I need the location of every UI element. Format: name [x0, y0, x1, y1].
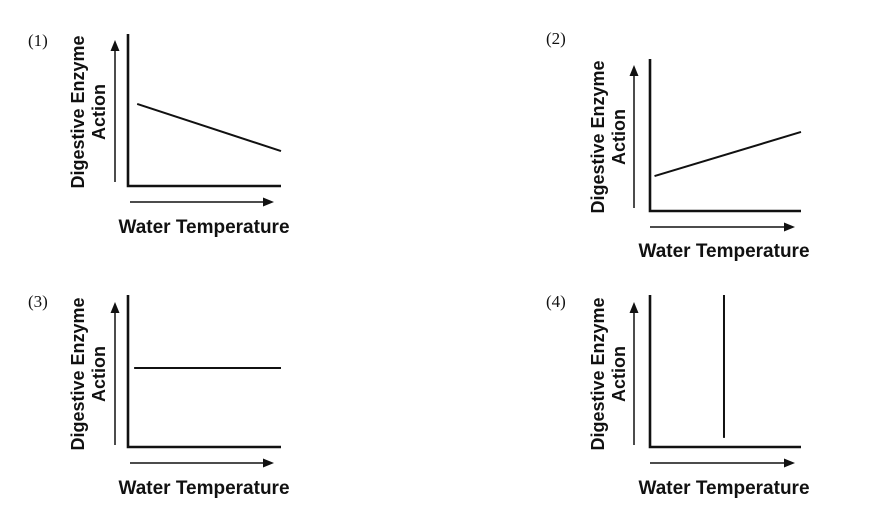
panel-2-label: (2) — [546, 29, 566, 48]
panel-1-x-arrowhead — [263, 197, 274, 207]
panel-2-ylabel-line1: Digestive Enzyme — [588, 60, 608, 213]
panel-2-ylabel-line2: Action — [609, 109, 629, 165]
panel-3-xlabel: Water Temperature — [118, 478, 289, 499]
panel-4-axes — [648, 295, 801, 449]
panel-1-axes — [126, 34, 281, 188]
panel-1-ylabel-line1: Digestive Enzyme — [68, 35, 88, 188]
panel-2-x-arrowhead — [784, 222, 795, 232]
panel-2-axes — [648, 59, 801, 213]
panel-1-y-arrowhead — [110, 40, 120, 51]
panel-4-ylabel-line2: Action — [609, 346, 629, 402]
panel-3-y-arrowhead — [110, 302, 120, 313]
panel-3-axes — [126, 295, 281, 449]
panel-4-label: (4) — [546, 292, 566, 311]
panel-3-x-arrowhead — [263, 458, 274, 468]
panel-3-ylabel-line1: Digestive Enzyme — [68, 297, 88, 450]
panel-3-ylabel-line2: Action — [89, 346, 109, 402]
panel-3: (3) Digestive Enzyme Action Water Temper… — [28, 292, 290, 499]
panel-1: (1) Digestive Enzyme Action Water Temper… — [28, 31, 290, 238]
panel-1-label: (1) — [28, 31, 48, 50]
panel-4-xlabel: Water Temperature — [638, 478, 809, 499]
panel-4-x-arrowhead — [784, 458, 795, 468]
panel-2: (2) Digestive Enzyme Action Water Temper… — [546, 29, 810, 262]
panel-3-label: (3) — [28, 292, 48, 311]
panel-2-xlabel: Water Temperature — [638, 241, 809, 262]
panel-2-y-arrowhead — [629, 65, 639, 76]
panel-1-ylabel-line2: Action — [89, 84, 109, 140]
panel-1-xlabel: Water Temperature — [118, 217, 289, 238]
panel-2-series-line — [654, 131, 802, 177]
panel-4-ylabel-line1: Digestive Enzyme — [588, 297, 608, 450]
panel-4-y-arrowhead — [629, 302, 639, 313]
panel-1-series-line — [136, 102, 282, 152]
panel-4: (4) Digestive Enzyme Action Water Temper… — [546, 292, 810, 499]
